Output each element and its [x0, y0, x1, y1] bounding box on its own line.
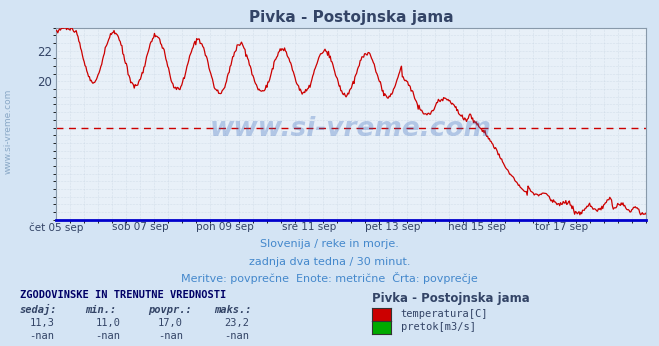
Text: -nan: -nan [158, 331, 183, 341]
Text: 11,0: 11,0 [96, 318, 121, 328]
Text: www.si-vreme.com: www.si-vreme.com [210, 117, 492, 143]
Text: min.:: min.: [86, 305, 117, 315]
Text: -nan: -nan [96, 331, 121, 341]
Text: 11,3: 11,3 [30, 318, 55, 328]
Text: zadnja dva tedna / 30 minut.: zadnja dva tedna / 30 minut. [248, 257, 411, 267]
Text: sedaj:: sedaj: [20, 304, 57, 315]
Text: 23,2: 23,2 [224, 318, 249, 328]
Text: temperatura[C]: temperatura[C] [401, 309, 488, 319]
Text: Pivka - Postojnska jama: Pivka - Postojnska jama [372, 292, 530, 305]
Text: Meritve: povprečne  Enote: metrične  Črta: povprečje: Meritve: povprečne Enote: metrične Črta:… [181, 272, 478, 284]
Text: www.si-vreme.com: www.si-vreme.com [3, 89, 13, 174]
Text: 17,0: 17,0 [158, 318, 183, 328]
Text: maks.:: maks.: [214, 305, 252, 315]
Text: pretok[m3/s]: pretok[m3/s] [401, 322, 476, 332]
Text: ZGODOVINSKE IN TRENUTNE VREDNOSTI: ZGODOVINSKE IN TRENUTNE VREDNOSTI [20, 290, 226, 300]
Text: Slovenija / reke in morje.: Slovenija / reke in morje. [260, 239, 399, 249]
Text: -nan: -nan [30, 331, 55, 341]
Text: -nan: -nan [224, 331, 249, 341]
Title: Pivka - Postojnska jama: Pivka - Postojnska jama [248, 10, 453, 25]
Text: povpr.:: povpr.: [148, 305, 192, 315]
